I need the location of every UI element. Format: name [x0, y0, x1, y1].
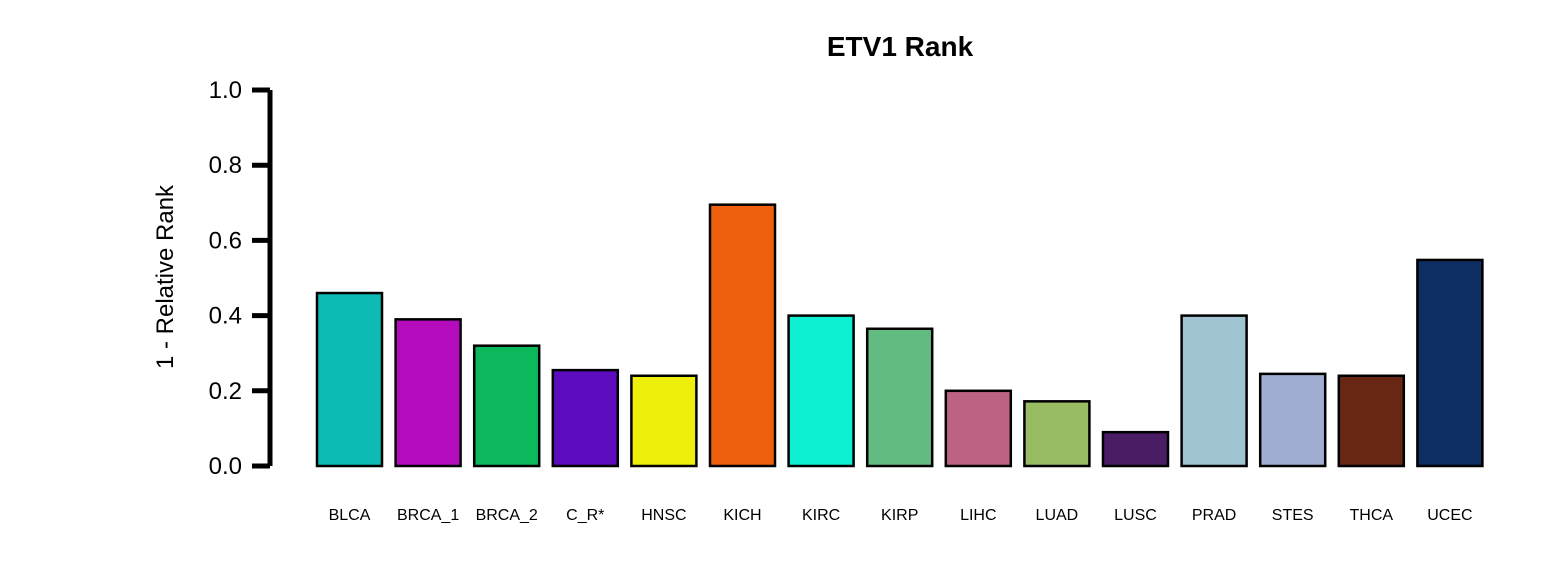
- x-tick-label: LUAD: [1036, 507, 1079, 524]
- bar-stes: [1258, 372, 1327, 468]
- x-tick-label: BRCA_1: [397, 507, 459, 524]
- y-tick-label: 1.0: [209, 77, 242, 104]
- bar-ucec: [1416, 258, 1484, 468]
- bar-kirc: [787, 314, 855, 468]
- x-tick-label: LIHC: [960, 507, 996, 524]
- bar-kich: [708, 203, 777, 468]
- bar-kirp: [865, 327, 934, 468]
- bars-group: [315, 203, 1484, 468]
- bar-lihc: [944, 389, 1013, 468]
- bar-c-r: [551, 368, 620, 468]
- y-tick-label: 0.6: [209, 227, 242, 254]
- chart-title: ETV1 Rank: [827, 31, 974, 62]
- y-tick-label: 0.8: [209, 152, 242, 179]
- x-tick-label: BRCA_2: [476, 507, 538, 524]
- bar-hnsc: [630, 374, 698, 468]
- x-tick-label: KIRP: [881, 507, 918, 524]
- x-tick-label: THCA: [1350, 507, 1394, 524]
- bar-luad: [1023, 400, 1091, 468]
- x-tick-label: BLCA: [329, 507, 371, 524]
- x-tick-label: HNSC: [641, 507, 686, 524]
- y-axis: 0.0 0.2 0.4 0.6 0.8 1.0: [209, 77, 273, 480]
- y-axis-label: 1 - Relative Rank: [152, 184, 179, 369]
- x-tick-label: KIRC: [802, 507, 840, 524]
- bar-lusc: [1101, 430, 1170, 468]
- x-tick-label: PRAD: [1192, 507, 1236, 524]
- x-tick-label: KICH: [723, 507, 761, 524]
- bar-prad: [1180, 314, 1248, 468]
- x-tick-label: C_R*: [566, 507, 604, 524]
- x-tick-labels: BLCA BRCA_1 BRCA_2 C_R* HNSC KICH KIRC KIRP LIHC…: [329, 507, 1473, 524]
- y-tick-label: 0.0: [209, 453, 242, 480]
- x-tick-label: LUSC: [1114, 507, 1157, 524]
- bar-brca-1: [394, 318, 462, 468]
- bar-blca: [315, 291, 384, 468]
- y-tick-label: 0.2: [209, 378, 242, 405]
- x-tick-label: STES: [1272, 507, 1314, 524]
- x-tick-label: UCEC: [1427, 507, 1472, 524]
- y-tick-label: 0.4: [209, 303, 242, 330]
- bar-brca-2: [472, 344, 541, 468]
- bar-thca: [1337, 374, 1406, 468]
